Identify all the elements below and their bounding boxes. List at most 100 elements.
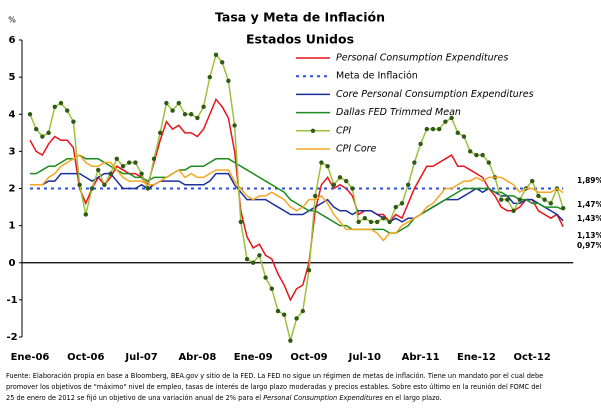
cpi-marker — [213, 52, 219, 58]
cpi-marker — [412, 160, 417, 165]
annotation: 1,89% — [577, 176, 601, 185]
series-line — [30, 172, 564, 223]
cpi-marker — [542, 197, 547, 202]
cpi-marker — [319, 160, 324, 165]
legend-label: CPI — [336, 125, 351, 136]
cpi-marker — [561, 205, 566, 211]
cpi-marker — [232, 123, 237, 128]
chart: Tasa y Meta de Inflación Estados Unidos … — [6, 10, 601, 364]
cpi-marker — [486, 160, 491, 165]
cpi-marker — [536, 193, 541, 199]
x-tick-label: Jul-07 — [124, 352, 157, 363]
cpi-marker — [418, 141, 423, 147]
cpi-marker — [52, 104, 57, 110]
cpi-marker — [474, 152, 479, 158]
legend-label: CPI Core — [336, 144, 377, 155]
cpi-marker — [244, 256, 250, 262]
cpi-marker — [362, 216, 367, 221]
cpi-marker — [46, 130, 51, 136]
cpi-marker — [468, 149, 473, 154]
chart-subtitle: Estados Unidos — [246, 32, 354, 47]
cpi-marker — [114, 156, 120, 161]
cpi-marker — [164, 100, 169, 106]
cpi-marker — [96, 167, 101, 173]
annotation: 1,47% — [577, 200, 601, 209]
cpi-marker — [195, 115, 200, 121]
cpi-marker — [455, 130, 460, 136]
cpi-marker — [449, 115, 454, 121]
cpi-marker — [511, 208, 516, 213]
y-tick-label: -1 — [6, 295, 17, 306]
cpi-marker — [375, 219, 380, 225]
y-tick-label: 2 — [9, 184, 16, 195]
cpi-marker — [300, 308, 305, 314]
cpi-marker — [325, 164, 330, 169]
y-tick-label: 1 — [9, 221, 16, 232]
cpi-marker — [356, 219, 361, 225]
x-tick-label: Ene-06 — [11, 352, 50, 363]
cpi-marker — [65, 108, 70, 113]
y-tick-label: 0 — [9, 258, 16, 269]
footnote-line: Fuente: Elaboración propia en base a Blo… — [6, 372, 544, 380]
annotation: 0,97% — [577, 241, 601, 250]
cpi-marker — [201, 104, 206, 110]
cpi-marker — [170, 108, 175, 113]
y-tick-label: -2 — [6, 332, 17, 343]
cpi-marker — [238, 219, 243, 225]
footnote-line: 25 de enero de 2012 se fijó un objetivo … — [6, 393, 598, 404]
footnote-text: 25 de enero de 2012 se fijó un objetivo … — [6, 394, 264, 402]
cpi-marker — [189, 112, 194, 117]
cpi-marker — [282, 312, 287, 317]
cpi-marker — [34, 126, 39, 132]
cpi-marker — [406, 182, 411, 187]
cpi-marker — [89, 186, 95, 191]
cpi-marker — [344, 178, 349, 184]
cpi-marker — [151, 156, 157, 161]
legend-label: Dallas FED Trimmed Mean — [336, 107, 461, 118]
legend-label: Meta de Inflación — [336, 71, 418, 82]
cpi-marker — [306, 267, 312, 273]
cpi-marker — [176, 100, 181, 106]
cpi-marker — [517, 197, 522, 202]
cpi-marker — [548, 201, 553, 206]
cpi-marker — [424, 126, 429, 132]
y-tick-label: 6 — [9, 35, 16, 46]
cpi-marker — [226, 78, 231, 84]
cpi-marker — [77, 182, 82, 187]
cpi-marker — [461, 134, 467, 139]
cpi-marker — [108, 171, 113, 176]
cpi-marker — [263, 275, 268, 280]
cpi-marker — [71, 119, 76, 124]
chart-title: Tasa y Meta de Inflación — [215, 10, 385, 25]
cpi-marker — [387, 219, 392, 225]
x-tick-label: Oct-12 — [514, 352, 551, 363]
x-tick-label: Oct-09 — [290, 352, 327, 363]
footnote-italic: Personal Consumption Expenditures — [263, 394, 383, 402]
legend-label: Core Personal Consumption Expenditures — [336, 89, 534, 100]
footnote: Fuente: Elaboración propia en base a Blo… — [6, 371, 598, 404]
x-tick-label: Ene-12 — [457, 352, 496, 363]
cpi-marker — [251, 260, 256, 265]
footnote-text: en el largo plazo. — [382, 394, 442, 402]
series-line — [29, 97, 564, 302]
legend-label: Personal Consumption Expenditures — [336, 53, 508, 64]
cpi-marker — [430, 126, 436, 132]
cpi-marker — [437, 126, 442, 132]
y-tick-label: 5 — [9, 72, 16, 83]
x-tick-label: Ene-09 — [234, 352, 273, 363]
cpi-marker — [350, 186, 355, 191]
cpi-marker — [207, 74, 212, 80]
cpi-marker — [331, 182, 336, 187]
x-tick-label: Abr-08 — [178, 352, 216, 363]
cpi-marker — [288, 338, 293, 343]
y-unit: % — [8, 16, 16, 25]
cpi-marker — [368, 219, 374, 225]
annotation: 1,13% — [577, 231, 601, 240]
cpi-marker — [337, 175, 343, 180]
cpi-marker — [257, 253, 262, 258]
legend-marker — [310, 128, 316, 133]
cpi-marker — [145, 186, 150, 191]
cpi-marker — [133, 160, 138, 165]
x-tick-label: Jul-10 — [348, 352, 381, 363]
